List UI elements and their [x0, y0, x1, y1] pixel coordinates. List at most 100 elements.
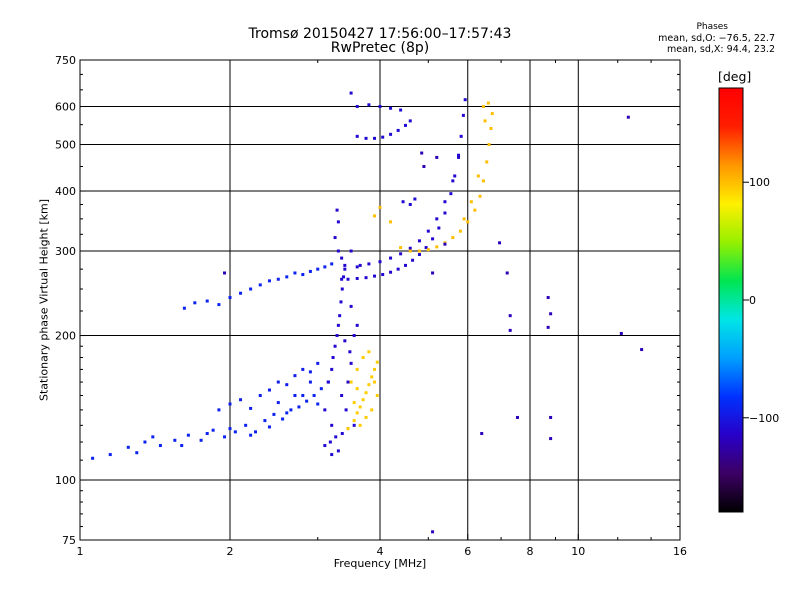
x-tick-label: 8: [527, 545, 534, 558]
echo-point: [308, 370, 312, 374]
echo-point: [289, 408, 293, 412]
echo-point: [228, 427, 232, 431]
echo-point: [378, 105, 382, 109]
echo-point: [389, 106, 393, 110]
echo-point: [426, 248, 430, 252]
echo-point: [333, 344, 337, 348]
echo-point: [249, 287, 253, 291]
echo-point: [135, 451, 139, 455]
echo-point: [355, 105, 359, 109]
echo-point: [478, 194, 482, 198]
echo-point: [408, 119, 412, 123]
echo-point: [342, 275, 346, 279]
echo-point: [373, 214, 377, 218]
echo-point: [336, 449, 340, 453]
echo-point: [346, 277, 350, 281]
echo-point: [431, 237, 435, 241]
echo-point: [249, 433, 253, 437]
echo-point: [399, 252, 403, 256]
echo-point: [330, 453, 334, 457]
echo-point: [276, 401, 280, 405]
echo-point: [424, 246, 428, 250]
echo-point: [389, 132, 393, 136]
echo-point: [546, 296, 550, 300]
echo-point: [486, 101, 490, 105]
echo-point: [330, 367, 334, 371]
echo-point: [408, 246, 412, 250]
echo-point: [205, 299, 209, 303]
echo-point: [333, 236, 337, 240]
echo-point: [437, 226, 441, 230]
echo-point: [457, 155, 461, 159]
echo-point: [301, 273, 305, 277]
echo-point: [316, 402, 320, 406]
echo-point: [343, 267, 347, 271]
echo-point: [263, 419, 267, 423]
echo-point: [358, 423, 362, 427]
echo-point: [258, 394, 262, 398]
y-tick-label: 750: [55, 54, 76, 67]
echo-point: [435, 245, 439, 249]
colorbar-unit-label: [deg]: [718, 69, 752, 84]
echo-point: [451, 179, 455, 183]
y-tick-label: 400: [55, 185, 76, 198]
x-tick-label: 1: [77, 545, 84, 558]
echo-point: [431, 271, 435, 275]
echo-point: [233, 430, 237, 434]
echo-point: [352, 401, 356, 405]
echo-point: [435, 155, 439, 159]
echo-point: [346, 380, 350, 384]
echo-point: [340, 394, 344, 398]
phases-o-stats: mean, sd,O: −76.5, 22.7: [658, 33, 775, 44]
echo-point: [367, 350, 371, 354]
echo-point: [285, 383, 289, 387]
colorbar-ticks: 100 0 −100: [743, 176, 779, 425]
echo-point: [546, 325, 550, 329]
echo-point: [361, 355, 365, 359]
echo-point: [249, 406, 253, 410]
echo-point: [336, 220, 340, 224]
echo-point: [481, 179, 485, 183]
echo-point: [352, 423, 356, 427]
echo-point: [319, 387, 323, 391]
echo-point: [508, 314, 512, 318]
echo-point: [244, 423, 248, 427]
echo-point: [549, 415, 553, 419]
echo-point: [403, 263, 407, 267]
data-points: [91, 91, 644, 534]
echo-point: [352, 419, 356, 423]
echo-point: [396, 128, 400, 132]
x-tick-label: 6: [464, 545, 471, 558]
echo-point: [378, 260, 382, 264]
echo-point: [334, 435, 338, 439]
phases-x-stats: mean, sd,X: 94.4, 23.2: [666, 44, 775, 55]
echo-point: [349, 304, 353, 308]
echo-point: [490, 112, 494, 116]
echo-point: [343, 339, 347, 343]
y-tick-label: 500: [55, 139, 76, 152]
echo-point: [451, 236, 455, 240]
echo-point: [505, 271, 509, 275]
y-tick-label: 600: [55, 101, 76, 114]
echo-point: [217, 408, 221, 412]
echo-point: [462, 217, 466, 221]
echo-point: [239, 291, 243, 295]
echo-point: [158, 444, 162, 448]
echo-point: [449, 192, 453, 196]
echo-point: [549, 312, 553, 316]
echo-point: [143, 440, 147, 444]
echo-point: [355, 411, 359, 415]
echo-point: [336, 323, 340, 327]
echo-point: [483, 119, 487, 123]
echo-point: [367, 262, 371, 266]
echo-point: [515, 415, 519, 419]
echo-point: [346, 427, 350, 431]
echo-point: [476, 174, 480, 178]
echo-point: [352, 334, 356, 338]
echo-point: [367, 383, 371, 387]
echo-point: [258, 283, 262, 287]
echo-point: [443, 200, 447, 204]
x-tick-label: 10: [571, 545, 585, 558]
echo-point: [626, 115, 630, 119]
echo-point: [355, 134, 359, 138]
